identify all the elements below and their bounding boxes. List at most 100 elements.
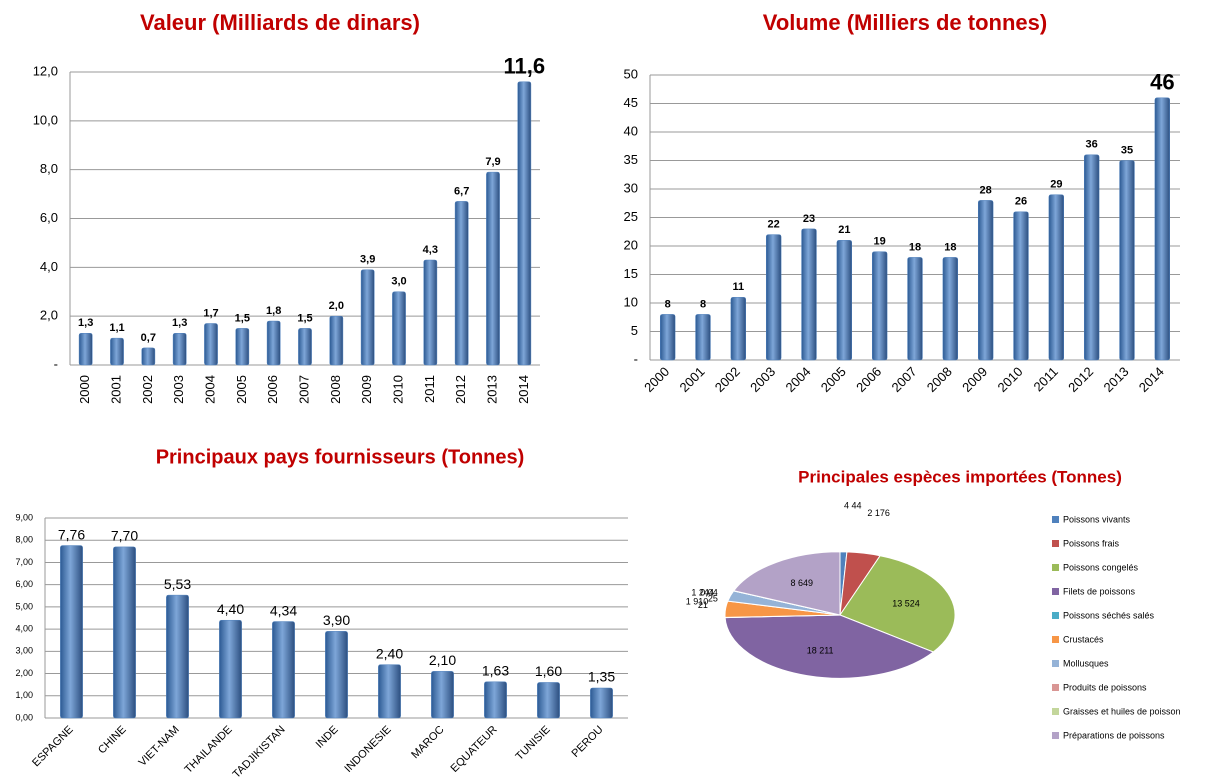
y-tick-label: 2,00 bbox=[15, 668, 33, 678]
legend-swatch bbox=[1052, 636, 1059, 643]
value-label: 4,34 bbox=[270, 602, 297, 618]
y-tick-label: 4,00 bbox=[15, 623, 33, 633]
bar bbox=[172, 333, 187, 366]
y-tick-label: 7,00 bbox=[15, 557, 33, 567]
x-tick-label: MAROC bbox=[409, 724, 446, 761]
y-tick-label: 8,0 bbox=[40, 161, 58, 176]
value-label: 1,35 bbox=[588, 669, 615, 685]
x-tick-label: PEROU bbox=[570, 724, 606, 760]
y-tick-label: 12,0 bbox=[33, 63, 58, 78]
y-tick-label: 2,0 bbox=[40, 308, 58, 323]
bar bbox=[695, 314, 711, 361]
value-label: 4,3 bbox=[423, 244, 438, 256]
x-tick-label: 2003 bbox=[747, 364, 778, 395]
slice-label: 1 910 bbox=[686, 597, 709, 607]
legend-label: Poissons séchés salés bbox=[1063, 610, 1155, 620]
x-tick-label: 2006 bbox=[853, 364, 884, 395]
y-tick-label: 3,00 bbox=[15, 646, 33, 656]
x-tick-label: ESPAGNE bbox=[30, 724, 76, 770]
value-label: 1,5 bbox=[235, 312, 250, 324]
value-label: 3,0 bbox=[391, 276, 406, 288]
bar bbox=[1048, 194, 1065, 361]
y-tick-label: 6,00 bbox=[15, 579, 33, 589]
x-tick-label: THAILANDE bbox=[183, 724, 235, 776]
bar bbox=[204, 323, 218, 366]
bar bbox=[907, 257, 923, 361]
bar bbox=[392, 291, 406, 366]
legend-label: Filets de poissons bbox=[1063, 586, 1136, 596]
slice-label: 13 524 bbox=[892, 598, 920, 608]
x-tick-label: INDONESIE bbox=[342, 724, 393, 775]
bar bbox=[1119, 160, 1135, 361]
y-tick-label: 0,00 bbox=[15, 712, 33, 722]
y-tick-label: 45 bbox=[624, 95, 638, 110]
x-tick-label: TUNISIE bbox=[513, 724, 552, 763]
y-tick-label: 25 bbox=[624, 209, 638, 224]
bar bbox=[517, 81, 532, 366]
x-tick-label: 2009 bbox=[359, 375, 374, 404]
y-tick-label: 5,00 bbox=[15, 601, 33, 611]
value-label: 7,76 bbox=[58, 526, 85, 542]
value-label: 23 bbox=[803, 213, 815, 225]
chart-title: Valeur (Milliards de dinars) bbox=[140, 10, 420, 35]
x-tick-label: 2007 bbox=[296, 375, 311, 404]
y-tick-label: 1,00 bbox=[15, 690, 33, 700]
x-tick-label: TADJIKISTAN bbox=[231, 724, 288, 777]
value-label: 29 bbox=[1050, 179, 1062, 191]
bar bbox=[871, 251, 888, 361]
x-tick-label: 2010 bbox=[390, 375, 405, 404]
legend-swatch bbox=[1052, 540, 1059, 547]
value-label: 18 bbox=[944, 241, 956, 253]
value-label: 46 bbox=[1150, 70, 1174, 95]
x-tick-label: 2002 bbox=[140, 375, 155, 404]
value-label: 2,10 bbox=[429, 652, 456, 668]
x-tick-label: 2005 bbox=[234, 375, 249, 404]
x-tick-label: 2013 bbox=[484, 375, 499, 404]
legend-swatch bbox=[1052, 612, 1059, 619]
x-tick-label: 2007 bbox=[888, 364, 919, 395]
slice-label: 8 649 bbox=[790, 578, 813, 588]
legend-swatch bbox=[1052, 588, 1059, 595]
x-tick-label: 2001 bbox=[676, 364, 707, 395]
value-label: 1,3 bbox=[172, 317, 187, 329]
x-tick-label: 2006 bbox=[265, 375, 280, 404]
bar bbox=[60, 545, 83, 719]
y-tick-label: 4,0 bbox=[40, 259, 58, 274]
x-tick-label: 2012 bbox=[1065, 364, 1096, 395]
x-tick-label: 2008 bbox=[924, 364, 955, 395]
legend-swatch bbox=[1052, 660, 1059, 667]
y-tick-label: 20 bbox=[624, 237, 638, 252]
value-label: 22 bbox=[768, 219, 780, 231]
bar bbox=[836, 240, 853, 361]
y-tick-label: 8,00 bbox=[15, 535, 33, 545]
x-tick-label: VIET-NAM bbox=[136, 724, 181, 769]
bar bbox=[113, 546, 136, 719]
slice-label: 18 211 bbox=[807, 646, 834, 656]
value-label: 35 bbox=[1121, 144, 1133, 156]
value-label: 1,8 bbox=[266, 305, 281, 317]
value-label: 26 bbox=[1015, 196, 1027, 208]
x-tick-label: 2014 bbox=[516, 375, 531, 404]
pie-slice bbox=[724, 614, 935, 679]
x-tick-label: 2003 bbox=[171, 375, 186, 404]
legend-swatch bbox=[1052, 516, 1059, 523]
value-label: 19 bbox=[874, 236, 886, 248]
bar bbox=[659, 314, 676, 361]
bar bbox=[298, 328, 312, 366]
x-tick-label: INDE bbox=[314, 724, 341, 751]
bar bbox=[272, 621, 295, 719]
bar bbox=[1083, 154, 1100, 361]
legend-label: Poissons frais bbox=[1063, 538, 1120, 548]
x-tick-label: 2013 bbox=[1100, 364, 1131, 395]
y-tick-label: 50 bbox=[624, 66, 638, 81]
bar bbox=[423, 259, 438, 366]
bar bbox=[325, 631, 348, 719]
legend-swatch bbox=[1052, 564, 1059, 571]
value-label: 11 bbox=[733, 281, 745, 293]
y-tick-label: 30 bbox=[624, 180, 638, 195]
y-tick-label: - bbox=[54, 356, 58, 371]
value-label: 1,63 bbox=[482, 662, 509, 678]
chart-title: Volume (Milliers de tonnes) bbox=[763, 10, 1047, 35]
bar bbox=[431, 671, 454, 719]
x-tick-label: 2000 bbox=[641, 364, 672, 395]
